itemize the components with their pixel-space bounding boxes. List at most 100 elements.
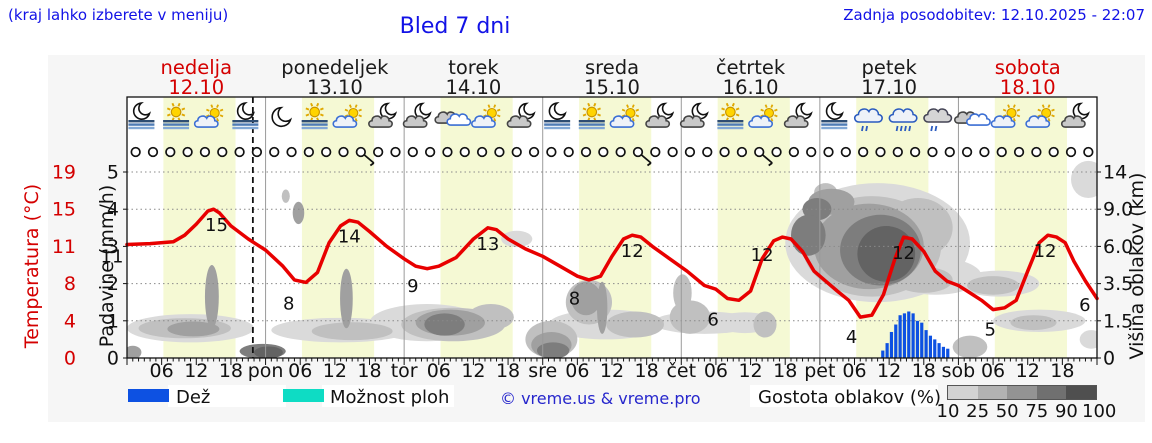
cloud-icon [609, 115, 635, 128]
temperature-curve [125, 207, 1099, 319]
wind-calm-icon [771, 146, 782, 158]
cloud-density-blob [311, 322, 393, 341]
sun-icon [166, 102, 186, 122]
wind-calm-icon [251, 146, 263, 158]
temperature-label: 6 [1079, 295, 1090, 316]
wind-calm-icon [546, 146, 557, 158]
x-hour-label: 12 [600, 360, 624, 382]
day-name: nedelja [161, 56, 233, 79]
raindrop-icon [908, 125, 912, 132]
cloud-density-blob [536, 342, 570, 358]
weather-icon-sun-cloud [471, 104, 501, 128]
weather-icon-moon [271, 106, 292, 128]
weather-icon-rain-light [853, 108, 883, 132]
x-hour-label: 18 [357, 360, 381, 382]
cloud-tick-label: 0 [1103, 348, 1115, 370]
cloud-icon [193, 115, 219, 128]
cloud-icon [471, 115, 496, 128]
wind-calm-icon [511, 146, 522, 158]
showers-legend-chip [322, 385, 454, 407]
wind-calm-icon [598, 146, 609, 158]
cloud-density-blob [673, 274, 692, 312]
wind-calm-icon [1083, 146, 1094, 158]
temp-tick-label: 4 [64, 310, 76, 332]
cloud-tick-label: 3.5 [1103, 273, 1133, 295]
rain-bar [924, 330, 928, 358]
colorbar-segment [1066, 386, 1096, 399]
wind-calm-icon [806, 146, 817, 158]
wind-calm-icon [754, 146, 765, 158]
wind-calm-icon [390, 146, 401, 158]
cloud-density-blob [571, 281, 602, 316]
cloud-icon [1025, 115, 1051, 128]
fog-lines-icon [163, 120, 190, 123]
x-hour-label: 06 [704, 360, 728, 382]
rain-bar [937, 343, 941, 358]
cloud-icon [332, 115, 358, 128]
weather-icon-moon-cloud [679, 102, 709, 128]
temp-tick-label: 19 [52, 162, 76, 184]
cloud-density-blob [753, 311, 777, 338]
x-day-label: pon [248, 360, 284, 382]
wind-calm-icon [1013, 146, 1025, 158]
wind-calm-icon [321, 146, 332, 158]
day-name: petek [861, 56, 917, 79]
cloud-density-colorbar [947, 385, 1097, 400]
temperature-label: 8 [283, 294, 294, 315]
fog-lines-icon [128, 126, 155, 130]
rain-bar [933, 339, 937, 358]
x-hour-label: 12 [461, 360, 485, 382]
rain-bar [889, 331, 894, 358]
fog-lines-icon [163, 126, 190, 130]
sun-icon [721, 102, 740, 122]
day-name: četrtek [716, 56, 786, 79]
cloud-icon [853, 108, 883, 123]
fog-lines-icon [301, 120, 328, 123]
precip-tick-label: 5 [107, 162, 119, 184]
cloud-density-blob [204, 265, 219, 329]
colorbar-segment [977, 386, 1008, 399]
weather-icon-sun-cloud [609, 104, 640, 128]
fog-lines-icon [301, 123, 328, 126]
wind-calm-icon [892, 146, 903, 158]
weather-icon-sun-fog [301, 102, 328, 130]
day-date: 14.10 [446, 76, 502, 99]
fog-lines-icon [232, 126, 259, 130]
raindrop-icon [899, 125, 903, 132]
moon-icon [548, 102, 567, 120]
weather-icon-moon-fog [821, 102, 848, 130]
moon-icon [132, 102, 151, 120]
day-name: sreda [585, 56, 639, 79]
fog-lines-icon [578, 126, 605, 130]
wind-calm-icon [961, 146, 973, 158]
raindrop-icon [904, 125, 907, 132]
x-hour-label: 18 [912, 360, 936, 382]
copyright-link[interactable]: © vreme.us & vreme.pro [500, 389, 701, 408]
day-date: 13.10 [307, 76, 363, 99]
rain-bar [941, 346, 946, 358]
cloud-icon [679, 115, 705, 128]
fog-lines-icon [301, 126, 328, 130]
fog-lines-icon [717, 123, 744, 126]
cloud-density-blob [292, 201, 305, 225]
temperature-label: 12 [621, 241, 644, 262]
cloud-icon [1060, 115, 1086, 128]
day-date: 18.10 [1000, 76, 1056, 99]
cloud-density-blob [340, 268, 353, 329]
rain-legend-label: Dež [176, 387, 211, 408]
weather-icon-sun-cloud [1025, 104, 1055, 128]
cloud-icon [645, 115, 671, 128]
wind-calm-icon [875, 146, 886, 158]
fog-lines-icon [544, 123, 571, 126]
x-day-label: pet [804, 360, 835, 382]
rain-bar [928, 335, 933, 358]
fog-lines-icon [578, 123, 605, 126]
wind-calm-icon [667, 146, 678, 158]
x-hour-label: 06 [565, 360, 589, 382]
day-name: sobota [995, 56, 1061, 79]
showers-legend-label: Možnost ploh [330, 387, 450, 408]
temperature-label: 12 [892, 243, 915, 264]
day-date: 15.10 [584, 76, 640, 99]
wind-barb-icon [363, 153, 375, 164]
wind-calm-icon [165, 146, 176, 158]
